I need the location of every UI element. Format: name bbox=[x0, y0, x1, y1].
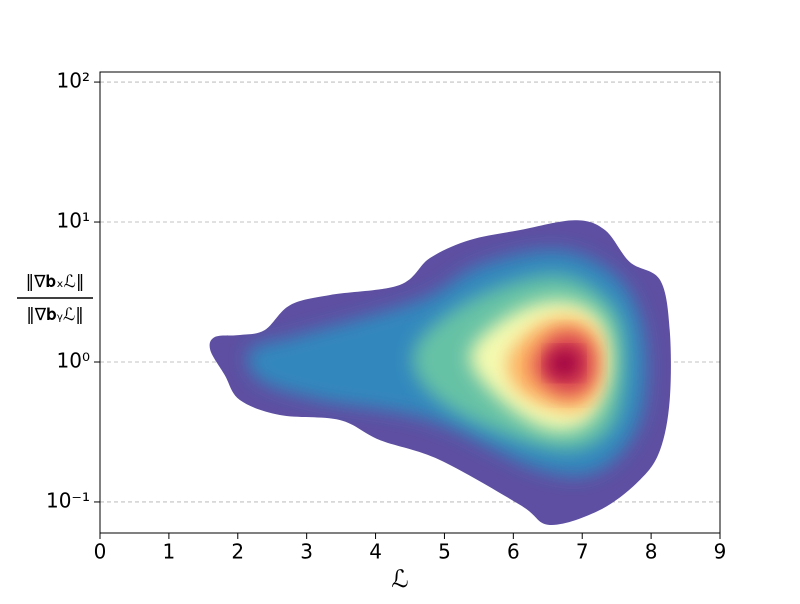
axes: 10⁻¹ 10⁰ 10¹ 10² 0 1 2 3 4 5 6 7 8 9 bbox=[46, 69, 726, 564]
y-axis-label-denominator: ‖∇𝐛ᵧℒ‖ bbox=[26, 305, 84, 325]
x-axis-label: ℒ bbox=[391, 565, 408, 593]
y-tick-label: 10² bbox=[57, 69, 90, 93]
x-tick-label: 4 bbox=[369, 540, 382, 564]
x-tick-label: 3 bbox=[300, 540, 313, 564]
density bbox=[209, 220, 671, 526]
contour-clip bbox=[547, 349, 581, 378]
x-tick-label: 5 bbox=[438, 540, 451, 564]
y-tick-label: 10⁰ bbox=[57, 348, 90, 372]
x-tick-label: 1 bbox=[163, 540, 176, 564]
x-tick-label: 2 bbox=[231, 540, 244, 564]
y-axis-label-numerator: ‖∇𝐛ₓℒ‖ bbox=[26, 272, 85, 292]
x-tick-label: 0 bbox=[94, 540, 107, 564]
x-tick-label: 7 bbox=[576, 540, 589, 564]
x-tick-label: 6 bbox=[507, 540, 520, 564]
plot-frame bbox=[99, 71, 721, 534]
y-tick-label: 10⁻¹ bbox=[46, 488, 90, 512]
x-tick-label: 9 bbox=[714, 540, 727, 564]
y-tick-label: 10¹ bbox=[57, 209, 90, 233]
x-tick-label: 8 bbox=[645, 540, 658, 564]
density-contour bbox=[547, 349, 581, 378]
